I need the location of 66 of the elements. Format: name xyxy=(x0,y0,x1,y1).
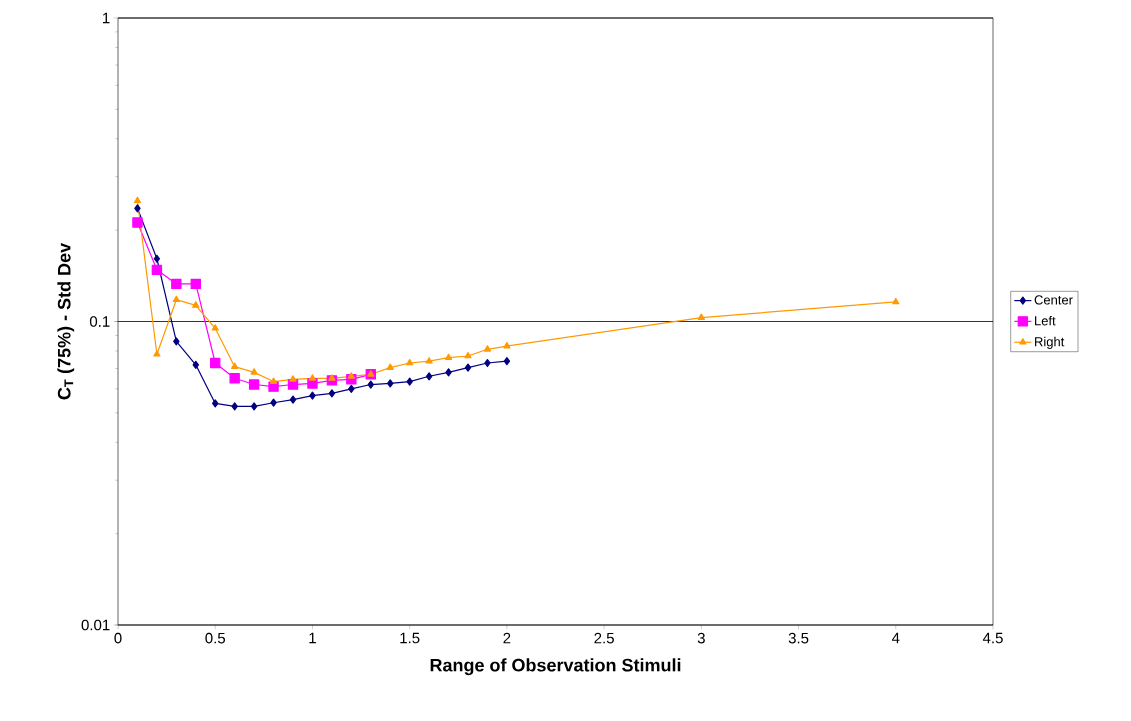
y-tick-label: 1 xyxy=(103,12,110,24)
point xyxy=(503,341,511,349)
point xyxy=(444,353,453,361)
point xyxy=(445,368,452,377)
legend-label: Left xyxy=(1035,315,1056,326)
x-tick-label: 1.5 xyxy=(400,632,420,644)
point xyxy=(192,301,200,308)
x-tick-label: 3 xyxy=(697,632,705,644)
point xyxy=(134,204,141,213)
y-tick-label: 0.01 xyxy=(81,619,110,631)
point xyxy=(425,372,433,381)
point xyxy=(484,358,491,368)
x-tick-label: 2 xyxy=(503,632,511,644)
point xyxy=(270,398,277,407)
point xyxy=(210,357,221,369)
x-tick-label: 2.5 xyxy=(594,632,614,644)
point xyxy=(250,368,258,375)
point xyxy=(386,363,394,370)
point xyxy=(269,377,278,384)
point xyxy=(229,373,240,384)
x-tick-label: 1 xyxy=(309,632,316,644)
point xyxy=(231,402,238,411)
point xyxy=(289,395,297,404)
point xyxy=(133,196,142,204)
legend-label: Right xyxy=(1035,336,1065,349)
point xyxy=(367,380,375,389)
point xyxy=(211,324,219,331)
point xyxy=(483,345,492,352)
point xyxy=(308,374,317,381)
point xyxy=(153,254,161,263)
point xyxy=(192,360,200,369)
x-tick-label: 0.5 xyxy=(205,632,226,644)
point xyxy=(250,402,258,411)
point xyxy=(132,217,143,228)
x-tick-label: 4 xyxy=(891,632,900,644)
x-tick-label: 3.5 xyxy=(788,632,809,644)
legend-label: Center xyxy=(1034,295,1073,305)
x-tick-label: 4.5 xyxy=(982,632,1003,644)
point xyxy=(464,351,472,359)
point xyxy=(406,377,413,386)
point xyxy=(503,357,511,366)
point xyxy=(153,350,161,357)
point xyxy=(190,278,201,290)
point xyxy=(328,389,336,398)
point xyxy=(289,375,297,382)
point xyxy=(151,264,163,276)
point xyxy=(309,391,316,400)
y-axis-title: C$_{T}$ (75%) - Std Dev xyxy=(57,243,75,400)
point xyxy=(347,372,355,379)
point xyxy=(248,379,260,390)
point xyxy=(172,295,180,303)
point xyxy=(173,337,180,346)
point xyxy=(328,374,336,381)
point xyxy=(348,384,355,393)
x-tick-label: 0 xyxy=(114,632,122,644)
point xyxy=(171,278,182,290)
point xyxy=(425,357,433,364)
point xyxy=(697,313,705,320)
point xyxy=(212,399,219,408)
y-tick-label: 0.1 xyxy=(89,316,110,327)
x-axis-title: Range of Observation Stimuli xyxy=(430,658,681,676)
point xyxy=(231,362,239,370)
point xyxy=(892,297,900,305)
point xyxy=(406,358,414,366)
point xyxy=(464,363,472,372)
point xyxy=(387,379,394,388)
